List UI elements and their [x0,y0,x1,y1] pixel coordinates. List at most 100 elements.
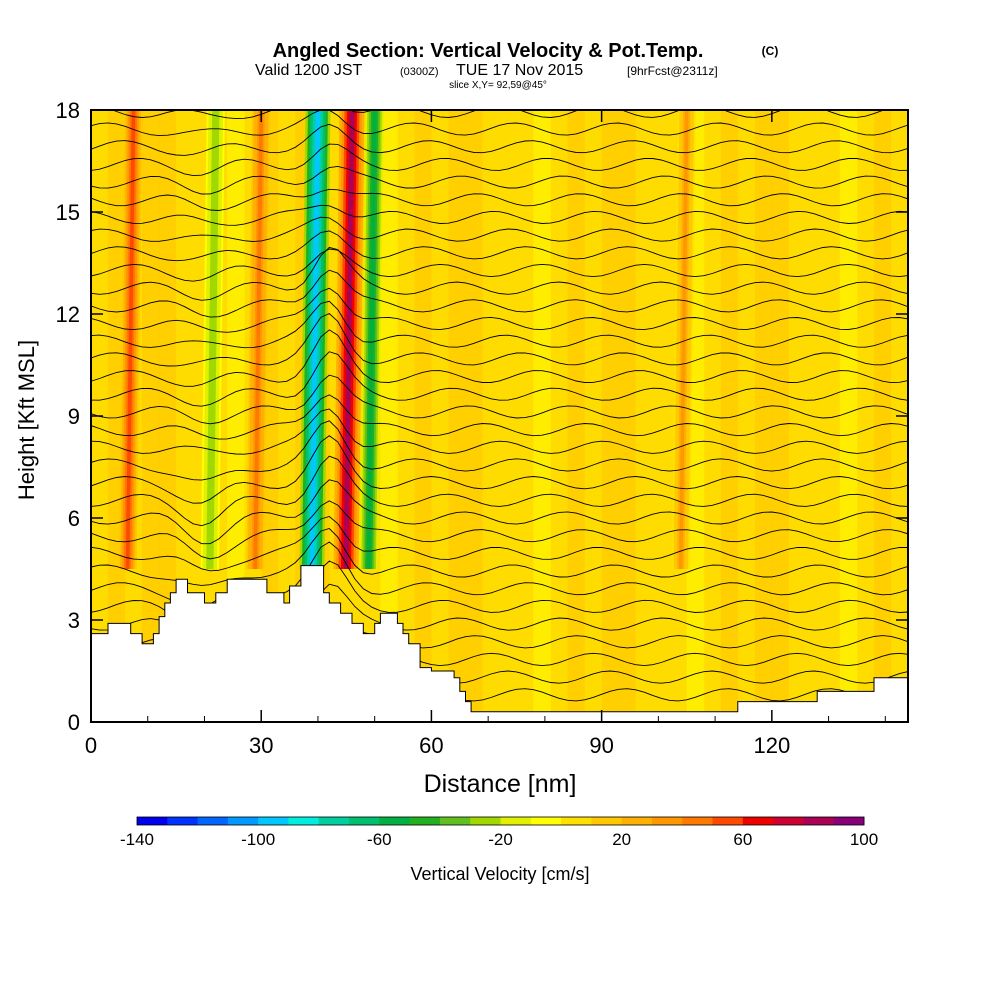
axes: 0 30 60 90 120 0 3 6 9 12 15 18 [56,98,908,758]
chart-title: Angled Section: Vertical Velocity & Pot.… [273,40,704,62]
colorbar-swatch [742,817,774,825]
colorbar-swatch [137,817,168,825]
heatmap-cell [652,110,671,722]
isentrope-line [91,500,908,560]
heatmap-cell [635,110,654,722]
chart-title-mark: (C) [762,44,779,58]
colorbar-swatch [712,817,744,825]
isentrope-line [91,143,908,177]
isentrope-line [91,455,908,527]
isentrope-line [91,329,908,387]
colorbar-swatch [318,817,350,825]
x-tick-label: 120 [753,733,790,758]
colorbar-swatch [197,817,229,825]
heatmap-cell [720,110,739,722]
isentrope-line [91,216,908,242]
heatmap-cell [550,110,569,722]
isentrope-line [91,248,908,282]
heatmap-jet-band [208,110,218,569]
heatmap-jet-band [366,110,377,569]
heatmap-cell [771,110,790,722]
heatmap-cell [499,110,518,722]
heatmap-cell [618,110,637,722]
heatmap-jet-band [253,110,264,569]
y-tick-label: 18 [56,98,80,123]
y-axis-label: Height [Kft MSL] [14,340,39,500]
heatmap-cell [737,110,756,722]
y-tick-label: 9 [68,404,80,429]
colorbar-swatch [651,817,683,825]
heatmap-cell [805,110,824,722]
heatmap-jet-band [343,110,355,569]
colorbar-tick-label: -20 [488,830,513,849]
terrain-mask [90,565,909,723]
heatmap-cell [516,110,535,722]
isentrope-line [91,351,908,407]
colorbar-swatch [439,817,471,825]
colorbar-swatch [561,817,592,825]
isentrope-line [91,435,908,504]
x-tick-label: 60 [419,733,443,758]
x-tick-label: 90 [589,733,613,758]
isentrope-line [91,479,908,545]
subtitle-utc: (0300Z) [400,66,439,78]
colorbar-swatch [288,817,320,825]
x-tick-label: 30 [249,733,273,758]
heatmap-cell [431,110,449,722]
colorbar-label: Vertical Velocity [cm/s] [410,864,589,884]
colorbar-swatch [470,817,501,825]
isentrope-line [91,230,908,262]
subtitle-slice: slice X,Y= 92,59@45° [449,80,547,91]
isentrope-line [91,515,908,572]
colorbar-swatch [258,817,289,825]
subtitle-forecast: [9hrFcst@2311z] [627,64,718,78]
isentrope-layer [91,110,908,713]
colorbar-tick-label: -60 [367,830,392,849]
heatmap-cell [584,110,603,722]
isentrope-line [91,420,908,481]
heatmap-jet-band [678,110,689,569]
colorbar-swatch [530,817,562,825]
isentrope-line [91,204,908,226]
heatmap-cell [414,110,432,722]
heatmap-cell [159,110,177,722]
colorbar-tick-label: -100 [241,830,275,849]
y-tick-label: 3 [68,608,80,633]
colorbar-swatch [591,817,623,825]
colorbar-swatch [833,817,865,825]
colorbar: -140 -100 -60 -20 20 60 100 [120,816,878,849]
isentrope-line [91,165,908,195]
heatmap-cell [822,110,841,722]
colorbar-swatch [682,817,714,825]
heatmap-cell [448,110,466,722]
heatmap-cell [533,110,552,722]
x-tick-label: 0 [85,733,97,758]
y-tick-label: 12 [56,302,80,327]
x-axis-label: Distance [nm] [424,770,577,798]
y-tick-label: 0 [68,710,80,735]
colorbar-tick-label: -140 [120,830,154,849]
y-tick-label: 6 [68,506,80,531]
colorbar-swatch [349,817,380,825]
colorbar-swatch [500,817,532,825]
isentrope-line [91,287,908,333]
isentrope-line [91,408,908,455]
isentrope-line [91,246,908,301]
colorbar-swatch [803,817,835,825]
colorbar-swatch [167,817,199,825]
colorbar-tick-label: 60 [733,830,752,849]
subtitle-date: TUE 17 Nov 2015 [456,62,583,79]
colorbar-swatch [773,817,804,825]
heatmap-cell [703,110,722,722]
colorbar-swatch [621,817,653,825]
isentrope-line [91,394,908,440]
heatmap-cell [278,110,296,722]
heatmap-jet-band [309,110,321,569]
isentrope-line [91,374,908,425]
isentrope-line [91,269,908,318]
chart-subtitle: Valid 1200 JST (0300Z) TUE 17 Nov 2015 [… [255,62,718,91]
heatmap-cell [482,110,500,722]
plot-area [90,109,909,723]
colorbar-swatch [379,817,411,825]
